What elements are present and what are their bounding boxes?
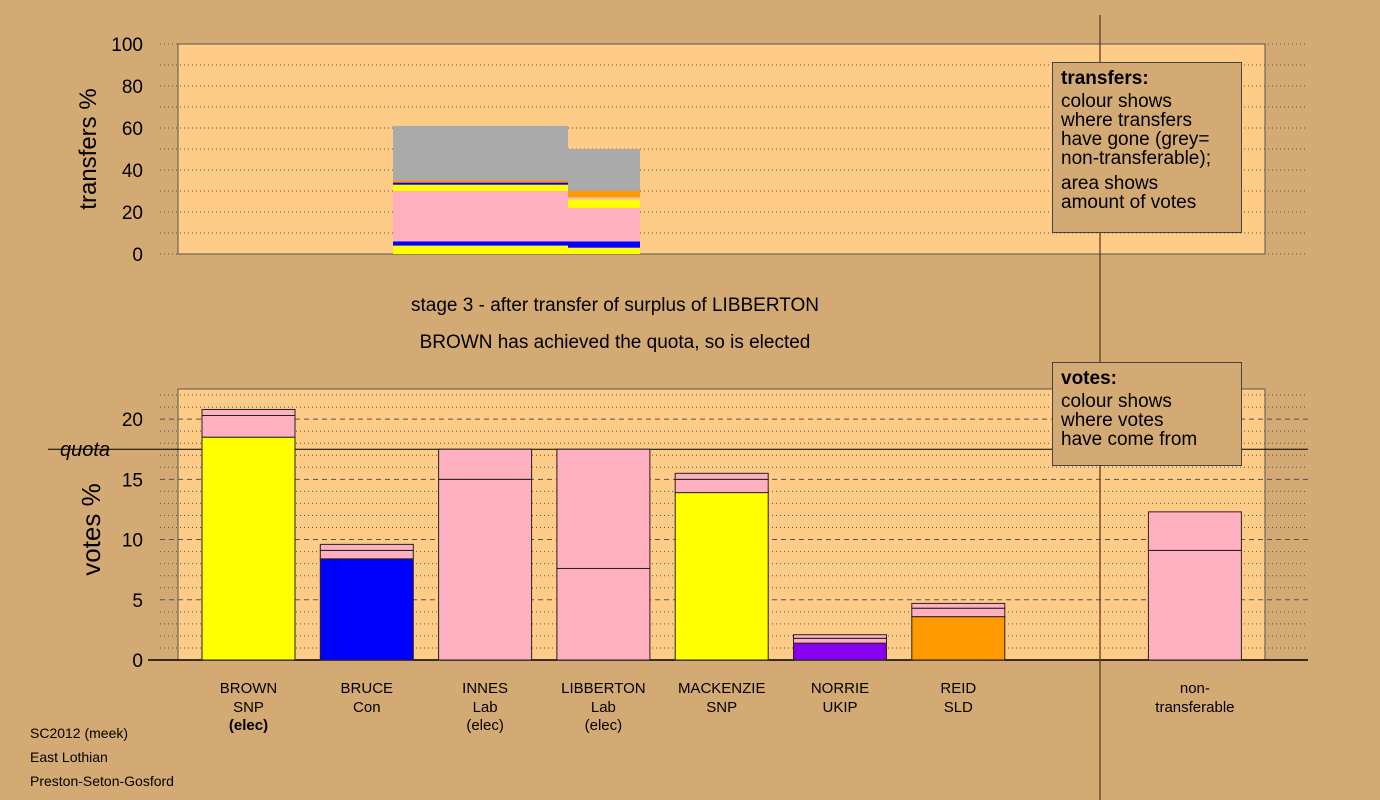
candidate-status-label: (elec) [585,717,623,734]
vote-bar-segment [1147,549,1242,661]
transfer-segment-lab [568,207,640,242]
elected-caption: BROWN has achieved the quota, so is elec… [419,332,811,353]
transfers-tick-label: 100 [111,35,143,56]
candidate-name-label: transferable [1155,699,1234,716]
votes-legend: votes: colour shows where votes have com… [1052,362,1242,466]
transfers-legend: transfers: colour shows where transfers … [1052,62,1242,233]
transfer-segment-snp [568,199,640,208]
transfer-segment-snp [393,184,568,191]
vote-bar-segment [911,602,1006,609]
transfers-legend-line: non-transferable); [1061,148,1211,169]
votes-tick-label: 5 [132,591,143,612]
transfers-tick-label: 40 [122,161,143,182]
votes-legend-title: votes: [1061,368,1117,389]
transfer-segment-sld [568,191,640,198]
candidate-status-label: (elec) [466,717,504,734]
candidate-name-label: BROWN [220,680,278,697]
candidate-party-label: UKIP [822,699,857,716]
footer-council: East Lothian [30,749,108,765]
candidate-party-label: Lab [591,699,616,716]
vote-bar-segment [911,616,1006,661]
transfers-legend-line: amount of votes [1061,192,1197,213]
votes-legend-line: colour shows [1061,391,1172,412]
transfer-segment-con [393,241,568,246]
candidate-party-label: Con [353,699,381,716]
candidate-status-label: (elec) [229,717,268,734]
candidate-name-label: INNES [462,680,508,697]
vote-bar-segment [319,543,414,551]
candidate-party-label: SNP [233,699,264,716]
candidate-name-label: BRUCE [341,680,394,697]
transfers-legend-line: colour shows [1061,91,1172,112]
candidate-party-label: SLD [944,699,973,716]
transfer-segment-sld [393,180,568,183]
transfers-axis-label: transfers % [75,88,102,209]
candidate-name-label: non- [1180,680,1210,697]
vote-bar-segment [438,448,533,480]
vote-bar-segment [793,634,887,639]
transfers-tick-label: 80 [122,77,143,98]
stage-caption: stage 3 - after transfer of surplus of L… [411,295,819,316]
candidate-party-label: SNP [706,699,737,716]
vote-bar-segment [674,472,769,480]
candidate-name-label: MACKENZIE [678,680,766,697]
votes-tick-label: 10 [122,531,143,552]
transfer-segment-con [568,241,640,248]
candidate-party-label: Lab [473,699,498,716]
transfer-segment-snp [393,245,568,254]
candidate-name-label: NORRIE [811,680,869,697]
transfers-legend-line: have gone (grey= [1061,129,1210,150]
vote-bar-segment [1147,511,1242,551]
votes-tick-label: 20 [122,410,143,431]
transfers-tick-label: 0 [132,245,143,266]
transfer-segment-non-transferable [568,149,640,191]
vote-bar-segment [201,436,296,661]
vote-bar-segment [319,558,414,661]
candidate-name-label: LIBBERTON [561,680,645,697]
vote-bar-segment [793,637,887,644]
vote-bar-segment [438,478,533,661]
votes-tick-label: 15 [122,470,143,491]
transfers-legend-line: where transfers [1061,110,1192,131]
footer-system: SC2012 (meek) [30,725,129,741]
vote-bar-segment [793,642,887,661]
transfer-segment-snp [568,247,640,254]
vote-bar-segment [201,408,296,416]
quota-label: quota [60,439,110,461]
votes-legend-line: have come from [1061,429,1198,450]
transfer-segment-lab [568,197,640,200]
transfer-segment-lab [393,191,568,242]
transfer-segment-non-transferable [393,125,568,181]
vote-bar-segment [674,478,769,494]
vote-bar-segment [319,549,414,560]
vote-bar-segment [674,492,769,661]
vote-bar-segment [556,448,651,569]
vote-bar-segment [201,414,296,438]
vote-bar-segment [911,607,1006,618]
votes-legend-line: where votes [1061,410,1164,431]
transfers-tick-label: 60 [122,119,143,140]
votes-axis-label: votes % [76,483,106,576]
votes-tick-label: 0 [132,651,143,672]
transfer-segment-con [393,182,568,185]
vote-bar-segment [556,567,651,661]
transfers-tick-label: 20 [122,203,143,224]
footer-ward: Preston-Seton-Gosford [30,773,174,789]
transfers-legend-line: area shows [1061,173,1159,194]
candidate-name-label: REID [940,680,976,697]
transfers-legend-title: transfers: [1061,68,1149,89]
